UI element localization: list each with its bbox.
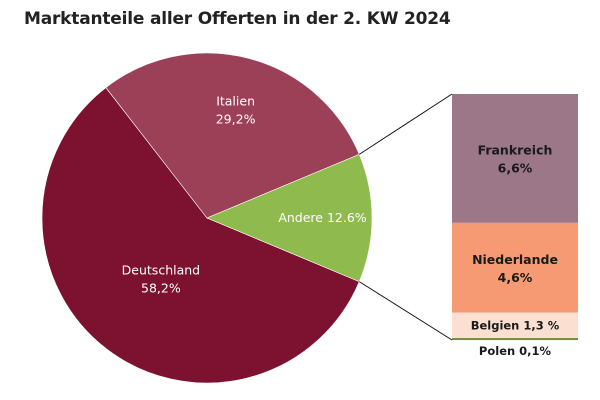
chart-title: Marktanteile aller Offerten in der 2. KW… — [24, 9, 451, 29]
connector-line-bottom — [358, 281, 453, 341]
bar-label-polen: Polen 0,1% — [479, 344, 552, 358]
pie-label-italien: Italien — [216, 94, 255, 109]
bar-label-frankreich: Frankreich — [478, 142, 553, 157]
bar-value-niederlande: 4,6% — [498, 270, 533, 285]
bar-label-belgien: Belgien 1,3 % — [471, 318, 560, 332]
bar-segment-niederlande — [452, 222, 578, 313]
pie-value-italien: 29,2% — [216, 112, 256, 127]
bar-value-frankreich: 6,6% — [498, 160, 533, 175]
pie-slice-deutschland — [41, 87, 360, 384]
bar-segment-belgien — [452, 312, 578, 339]
bar-label-niederlande: Niederlande — [472, 252, 558, 267]
pie-label-deutschland: Deutschland — [122, 262, 200, 277]
bar-segment-polen — [452, 338, 578, 341]
connector-line-top — [358, 93, 453, 155]
bar-segment-frankreich — [452, 94, 578, 223]
pie-value-deutschland: 58,2% — [141, 280, 181, 295]
pie-label-andere: Andere 12.6% — [278, 210, 366, 225]
pie-slice-andere — [206, 153, 373, 283]
pie-slice-italien — [105, 52, 360, 219]
